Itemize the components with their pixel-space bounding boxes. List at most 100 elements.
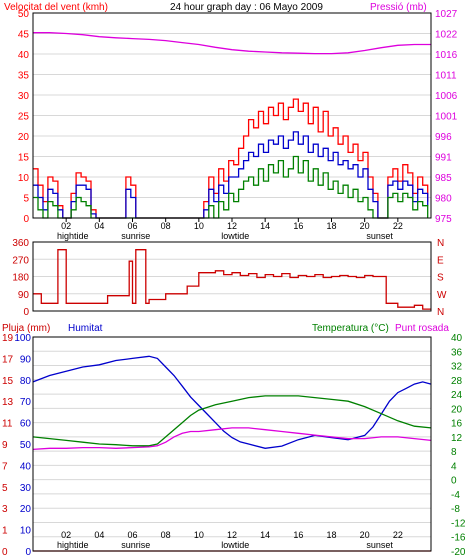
bottom-hour-tick-label: 22 bbox=[393, 530, 403, 540]
wind-tick-label: 45 bbox=[18, 30, 30, 41]
temperature-tick-label: -4 bbox=[451, 490, 460, 501]
rain-tick-label: 19 bbox=[2, 333, 14, 344]
rain-tick-label: 7 bbox=[2, 461, 8, 472]
temperature-tick-label: -8 bbox=[451, 504, 460, 515]
chart-title: 24 hour graph day : 06 Mayo 2009 bbox=[170, 2, 323, 13]
direction-line bbox=[33, 249, 431, 310]
humidity-tick-label: 100 bbox=[14, 333, 31, 344]
temperature-tick-label: 20 bbox=[451, 404, 463, 415]
direction-tick-label: 360 bbox=[12, 238, 29, 249]
hour-tick-label: 18 bbox=[326, 221, 336, 231]
temperature-label: Temperatura (°C) bbox=[312, 323, 389, 334]
temperature-tick-label: -16 bbox=[451, 533, 465, 544]
pressure-tick-label: 991 bbox=[435, 153, 452, 164]
humidity-tick-label: 70 bbox=[20, 397, 32, 408]
pressure-tick-label: 996 bbox=[435, 132, 452, 143]
pressure-tick-label: 1001 bbox=[435, 112, 458, 123]
series-line-humidity-humidity bbox=[32, 355, 432, 449]
temperature-tick-label: 8 bbox=[451, 447, 457, 458]
series-line-pressure bbox=[33, 32, 431, 55]
pressure-tick-label: 1022 bbox=[435, 30, 458, 41]
wind-tick-label: 5 bbox=[23, 194, 29, 205]
temperature-tick-label: 36 bbox=[451, 347, 463, 358]
series-line-temperature-dewpoint bbox=[32, 427, 432, 451]
series-line-wind_avg bbox=[33, 131, 429, 219]
bottom-hour-tick-label: 18 bbox=[326, 530, 336, 540]
bottom-hour-tick-label: 20 bbox=[360, 530, 370, 540]
wind-label: Velocitat del vent (kmh) bbox=[4, 2, 108, 13]
rain-label: Pluja (mm) bbox=[2, 323, 50, 334]
pressure-tick-label: 1016 bbox=[435, 50, 458, 61]
humidity-tick-label: 20 bbox=[20, 504, 32, 515]
temperature-tick-label: 0 bbox=[451, 476, 457, 487]
pressure-tick-label: 985 bbox=[435, 173, 452, 184]
bottom-hour-tick-label: 06 bbox=[127, 530, 137, 540]
rain-tick-label: 11 bbox=[2, 419, 13, 430]
humidity-tick-label: 40 bbox=[20, 461, 32, 472]
dewpoint-label: Punt rosada bbox=[395, 323, 449, 334]
hour-tick-label: 10 bbox=[194, 221, 204, 231]
rain-tick-label: 17 bbox=[2, 354, 14, 365]
wind-tick-label: 40 bbox=[18, 50, 30, 61]
compass-tick-label: N bbox=[437, 307, 444, 318]
temperature-tick-label: 40 bbox=[451, 333, 463, 344]
bottom-event-label: hightide bbox=[57, 540, 89, 550]
event-label: sunset bbox=[366, 231, 393, 241]
compass-tick-label: N bbox=[437, 238, 444, 249]
humidity-tick-label: 80 bbox=[20, 376, 32, 387]
humidity-tick-label: 10 bbox=[20, 526, 32, 537]
humidity-tick-label: 90 bbox=[20, 354, 32, 365]
temperature-tick-label: -12 bbox=[451, 518, 465, 529]
wind-tick-label: 35 bbox=[18, 71, 30, 82]
wind-tick-label: 25 bbox=[18, 112, 30, 123]
hour-tick-label: 22 bbox=[393, 221, 403, 231]
hour-tick-label: 12 bbox=[227, 221, 237, 231]
bottom-event-label: lowtide bbox=[221, 540, 249, 550]
compass-tick-label: E bbox=[437, 255, 444, 266]
bottom-event-label: sunset bbox=[366, 540, 393, 550]
compass-tick-label: S bbox=[437, 273, 444, 284]
humidity-tick-label: 30 bbox=[20, 483, 32, 494]
temperature-tick-label: 28 bbox=[451, 376, 463, 387]
rain-tick-label: 1 bbox=[2, 526, 8, 537]
pressure-tick-label: 1011 bbox=[435, 71, 457, 82]
humidity-label: Humitat bbox=[68, 323, 103, 334]
climate-panel-frame bbox=[32, 336, 432, 552]
direction-tick-label: 180 bbox=[12, 273, 29, 284]
pressure-tick-label: 1027 bbox=[435, 9, 458, 20]
bottom-hour-tick-label: 04 bbox=[94, 530, 104, 540]
hour-tick-label: 02 bbox=[61, 221, 71, 231]
event-label: lowtide bbox=[221, 231, 249, 241]
series-line-temperature-temperature bbox=[32, 395, 432, 447]
hour-tick-label: 14 bbox=[260, 221, 270, 231]
bottom-hour-tick-label: 08 bbox=[161, 530, 171, 540]
humidity-tick-label: 50 bbox=[20, 440, 32, 451]
hour-tick-label: 04 bbox=[94, 221, 104, 231]
temperature-tick-label: 32 bbox=[451, 362, 463, 373]
chart-content: 0510152025303540455097598098599199610011… bbox=[2, 9, 465, 556]
bottom-hour-tick-label: 12 bbox=[227, 530, 237, 540]
temperature-tick-label: -20 bbox=[451, 547, 465, 556]
direction-tick-label: 0 bbox=[23, 307, 29, 318]
bottom-event-label: sunrise bbox=[121, 540, 150, 550]
hour-tick-label: 20 bbox=[360, 221, 370, 231]
wind-tick-label: 20 bbox=[18, 132, 30, 143]
wind-tick-label: 30 bbox=[18, 91, 30, 102]
temperature-tick-label: 12 bbox=[451, 433, 463, 444]
pressure-tick-label: 980 bbox=[435, 194, 452, 205]
temperature-tick-label: 24 bbox=[451, 390, 463, 401]
pressure-tick-label: 975 bbox=[435, 214, 452, 225]
bottom-hour-tick-label: 16 bbox=[293, 530, 303, 540]
bottom-hour-tick-label: 10 bbox=[194, 530, 204, 540]
rain-tick-label: 13 bbox=[2, 397, 14, 408]
direction-tick-label: 90 bbox=[18, 290, 30, 301]
compass-tick-label: W bbox=[437, 290, 447, 301]
rain-tick-label: 9 bbox=[2, 440, 8, 451]
rain-tick-label: 15 bbox=[2, 376, 14, 387]
hour-tick-label: 08 bbox=[161, 221, 171, 231]
humidity-tick-label: 0 bbox=[25, 547, 31, 556]
wind-tick-label: 0 bbox=[23, 214, 29, 225]
temperature-tick-label: 4 bbox=[451, 461, 457, 472]
hour-tick-label: 06 bbox=[127, 221, 137, 231]
